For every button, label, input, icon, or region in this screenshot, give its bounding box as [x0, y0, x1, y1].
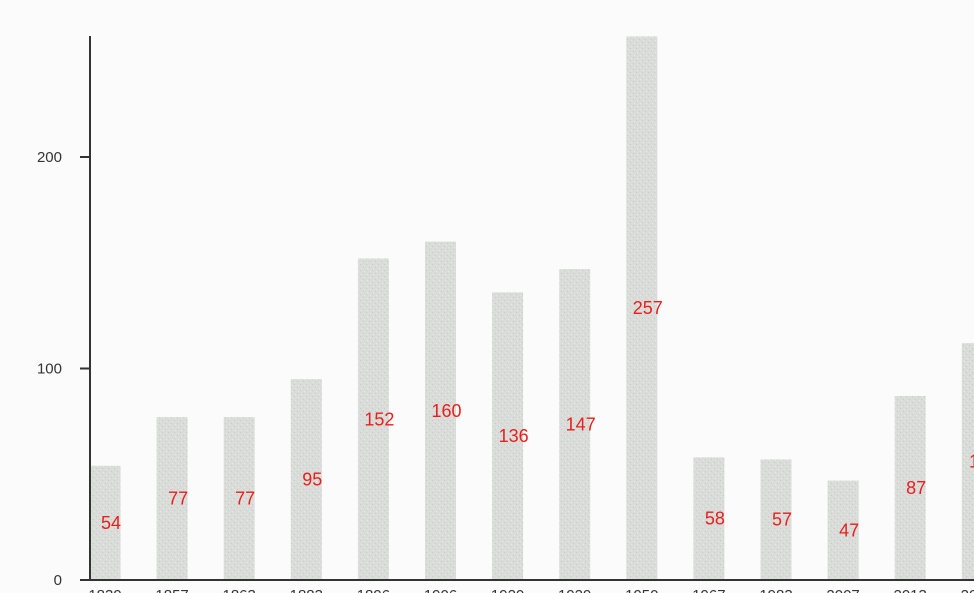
x-tick-label-1839: 1839 [88, 587, 121, 593]
x-tick-labels: 1839 1857 1863 1883 1896 1906 1920 1929 1950 1967… [88, 587, 974, 593]
x-tick-label-1929: 1929 [558, 587, 591, 593]
x-tick-label-1906: 1906 [424, 587, 457, 593]
x-tick-label-1983: 1983 [759, 587, 792, 593]
x-tick-label-1967: 1967 [692, 587, 725, 593]
data-label-1857: 77 [168, 489, 188, 509]
bar-1920 [492, 292, 524, 580]
bar-2019 [961, 343, 974, 580]
x-tick-label-2007: 2007 [826, 587, 859, 593]
data-label-2007: 47 [839, 520, 859, 540]
bar-1857 [156, 417, 188, 580]
data-label-1839: 54 [101, 513, 121, 533]
data-label-2013: 87 [906, 478, 926, 498]
bar-1896 [357, 258, 389, 580]
data-label-1896: 152 [364, 409, 394, 429]
x-tick-label-2013: 2013 [894, 587, 927, 593]
bars [89, 36, 974, 580]
data-label-1920: 136 [499, 426, 529, 446]
bar-1950 [626, 36, 658, 580]
x-tick-label-1896: 1896 [357, 587, 390, 593]
bar-2007 [827, 480, 859, 580]
x-tick-label-2019: 2019 [961, 587, 974, 593]
y-tick-label: 100 [37, 361, 62, 378]
bar-1967 [693, 457, 725, 580]
bar-1883 [290, 379, 322, 580]
bar-1839 [89, 465, 121, 580]
bar-2013 [894, 395, 926, 580]
data-label-1883: 95 [302, 470, 322, 490]
y-tick-label: 200 [37, 149, 62, 166]
x-tick-label-1950: 1950 [625, 587, 658, 593]
data-labels: 54 77 77 95 152 160 136 147 257 58 57 47 87 112 [101, 298, 974, 540]
data-label-1906: 160 [431, 401, 461, 421]
x-tick-label-1920: 1920 [491, 587, 524, 593]
data-label-2019: 112 [969, 452, 974, 472]
axes [88, 36, 974, 581]
x-tick-label-1857: 1857 [155, 587, 188, 593]
bar-1983 [760, 459, 792, 580]
bar-1929 [559, 269, 591, 580]
data-label-1863: 77 [235, 489, 255, 509]
x-tick-label-1863: 1863 [223, 587, 256, 593]
bar-1863 [223, 417, 255, 580]
bar-1906 [425, 241, 456, 580]
y-ticks: 0 100 200 [37, 149, 90, 589]
data-label-1950: 257 [633, 298, 663, 318]
x-tick-label-1883: 1883 [290, 587, 323, 593]
y-tick-label: 0 [54, 572, 62, 589]
data-label-1967: 58 [705, 509, 725, 529]
data-label-1983: 57 [772, 510, 792, 530]
data-label-1929: 147 [566, 415, 596, 435]
